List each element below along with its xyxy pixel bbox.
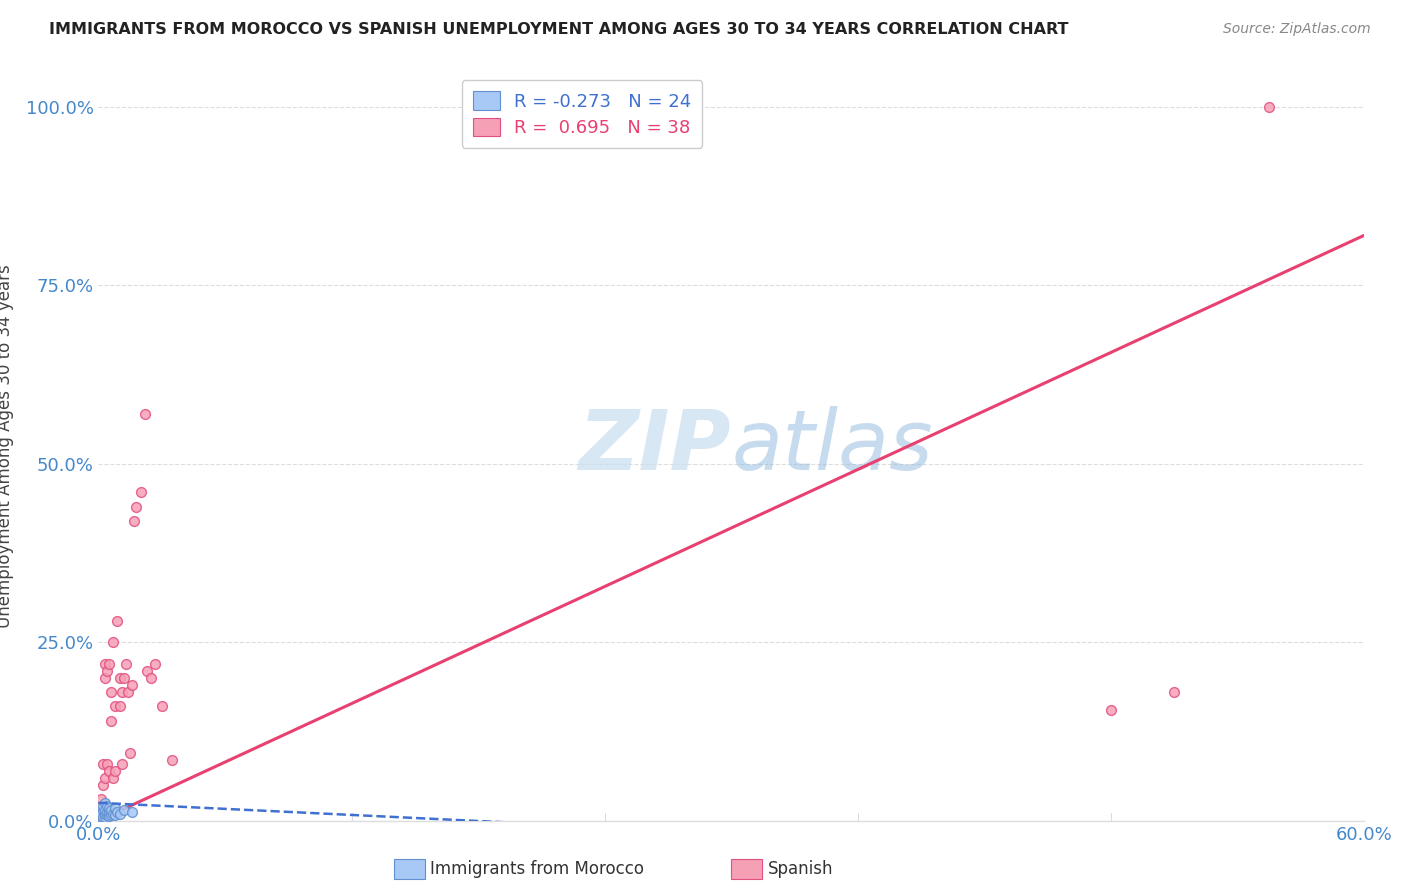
Text: Spanish: Spanish [768,860,834,878]
Point [108,671,131,685]
Point [100,808,122,822]
Y-axis label: Unemployment Among Ages 30 to 34 years: Unemployment Among Ages 30 to 34 years [0,264,14,628]
Point [98,801,121,815]
Point [112,803,135,817]
Point [136,664,159,678]
Point [1258,100,1281,114]
Point [98,764,121,778]
Point [112,671,135,685]
Point [90,810,112,824]
Point [107,614,129,628]
Point [91,810,114,824]
Point [91,803,114,817]
Point [93,806,117,821]
Point [96,799,118,814]
Point [93,671,117,685]
Point [90,792,112,806]
Point [98,809,121,823]
Point [91,799,114,814]
Point [100,714,122,728]
Point [91,756,114,771]
Point [104,801,127,815]
Point [107,805,129,819]
Point [141,671,163,685]
Point [111,756,132,771]
Point [1099,703,1122,717]
Point [96,805,118,819]
Text: Source: ZipAtlas.com: Source: ZipAtlas.com [1223,22,1371,37]
Point [108,699,131,714]
Point [98,657,121,671]
Point [108,806,131,821]
Point [1163,685,1185,699]
Point [103,771,125,785]
Point [98,805,121,819]
Text: ZIP: ZIP [578,406,731,486]
Point [162,753,183,767]
Point [134,407,156,421]
Point [103,635,125,649]
Point [96,808,118,822]
Point [93,810,117,824]
Point [104,764,127,778]
Point [90,806,112,821]
Point [103,806,125,821]
Legend: R = -0.273   N = 24, R =  0.695   N = 38: R = -0.273 N = 24, R = 0.695 N = 38 [461,80,702,148]
Point [93,796,117,810]
Point [145,657,166,671]
Point [115,657,138,671]
Point [93,803,117,817]
Point [120,746,141,760]
Point [111,685,132,699]
Point [125,500,148,514]
Point [121,805,143,819]
Text: atlas: atlas [731,406,932,486]
Point [100,685,122,699]
Point [150,699,173,714]
Point [121,678,143,692]
Point [93,771,117,785]
Point [91,778,114,792]
Point [93,657,117,671]
Point [96,756,118,771]
Point [104,808,127,822]
Point [100,803,122,817]
Point [104,699,127,714]
Point [117,685,139,699]
Text: IMMIGRANTS FROM MOROCCO VS SPANISH UNEMPLOYMENT AMONG AGES 30 TO 34 YEARS CORREL: IMMIGRANTS FROM MOROCCO VS SPANISH UNEMP… [49,22,1069,37]
Point [129,485,152,500]
Point [96,664,118,678]
Point [124,514,146,528]
Text: Immigrants from Morocco: Immigrants from Morocco [430,860,644,878]
